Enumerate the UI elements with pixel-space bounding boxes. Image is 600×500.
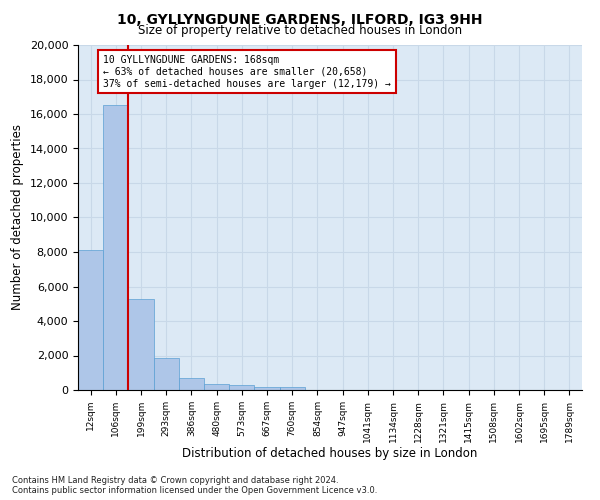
Bar — [103, 106, 128, 390]
Text: 10 GYLLYNGDUNE GARDENS: 168sqm
← 63% of detached houses are smaller (20,658)
37%: 10 GYLLYNGDUNE GARDENS: 168sqm ← 63% of … — [103, 56, 391, 88]
Bar — [254, 386, 280, 390]
Bar — [204, 384, 229, 390]
Bar — [128, 298, 154, 390]
Bar — [78, 250, 103, 390]
X-axis label: Distribution of detached houses by size in London: Distribution of detached houses by size … — [182, 448, 478, 460]
Bar — [179, 378, 204, 390]
Bar — [154, 358, 179, 390]
Text: Contains HM Land Registry data © Crown copyright and database right 2024.
Contai: Contains HM Land Registry data © Crown c… — [12, 476, 377, 495]
Y-axis label: Number of detached properties: Number of detached properties — [11, 124, 24, 310]
Text: Size of property relative to detached houses in London: Size of property relative to detached ho… — [138, 24, 462, 37]
Bar — [280, 387, 305, 390]
Bar — [229, 386, 254, 390]
Text: 10, GYLLYNGDUNE GARDENS, ILFORD, IG3 9HH: 10, GYLLYNGDUNE GARDENS, ILFORD, IG3 9HH — [117, 12, 483, 26]
